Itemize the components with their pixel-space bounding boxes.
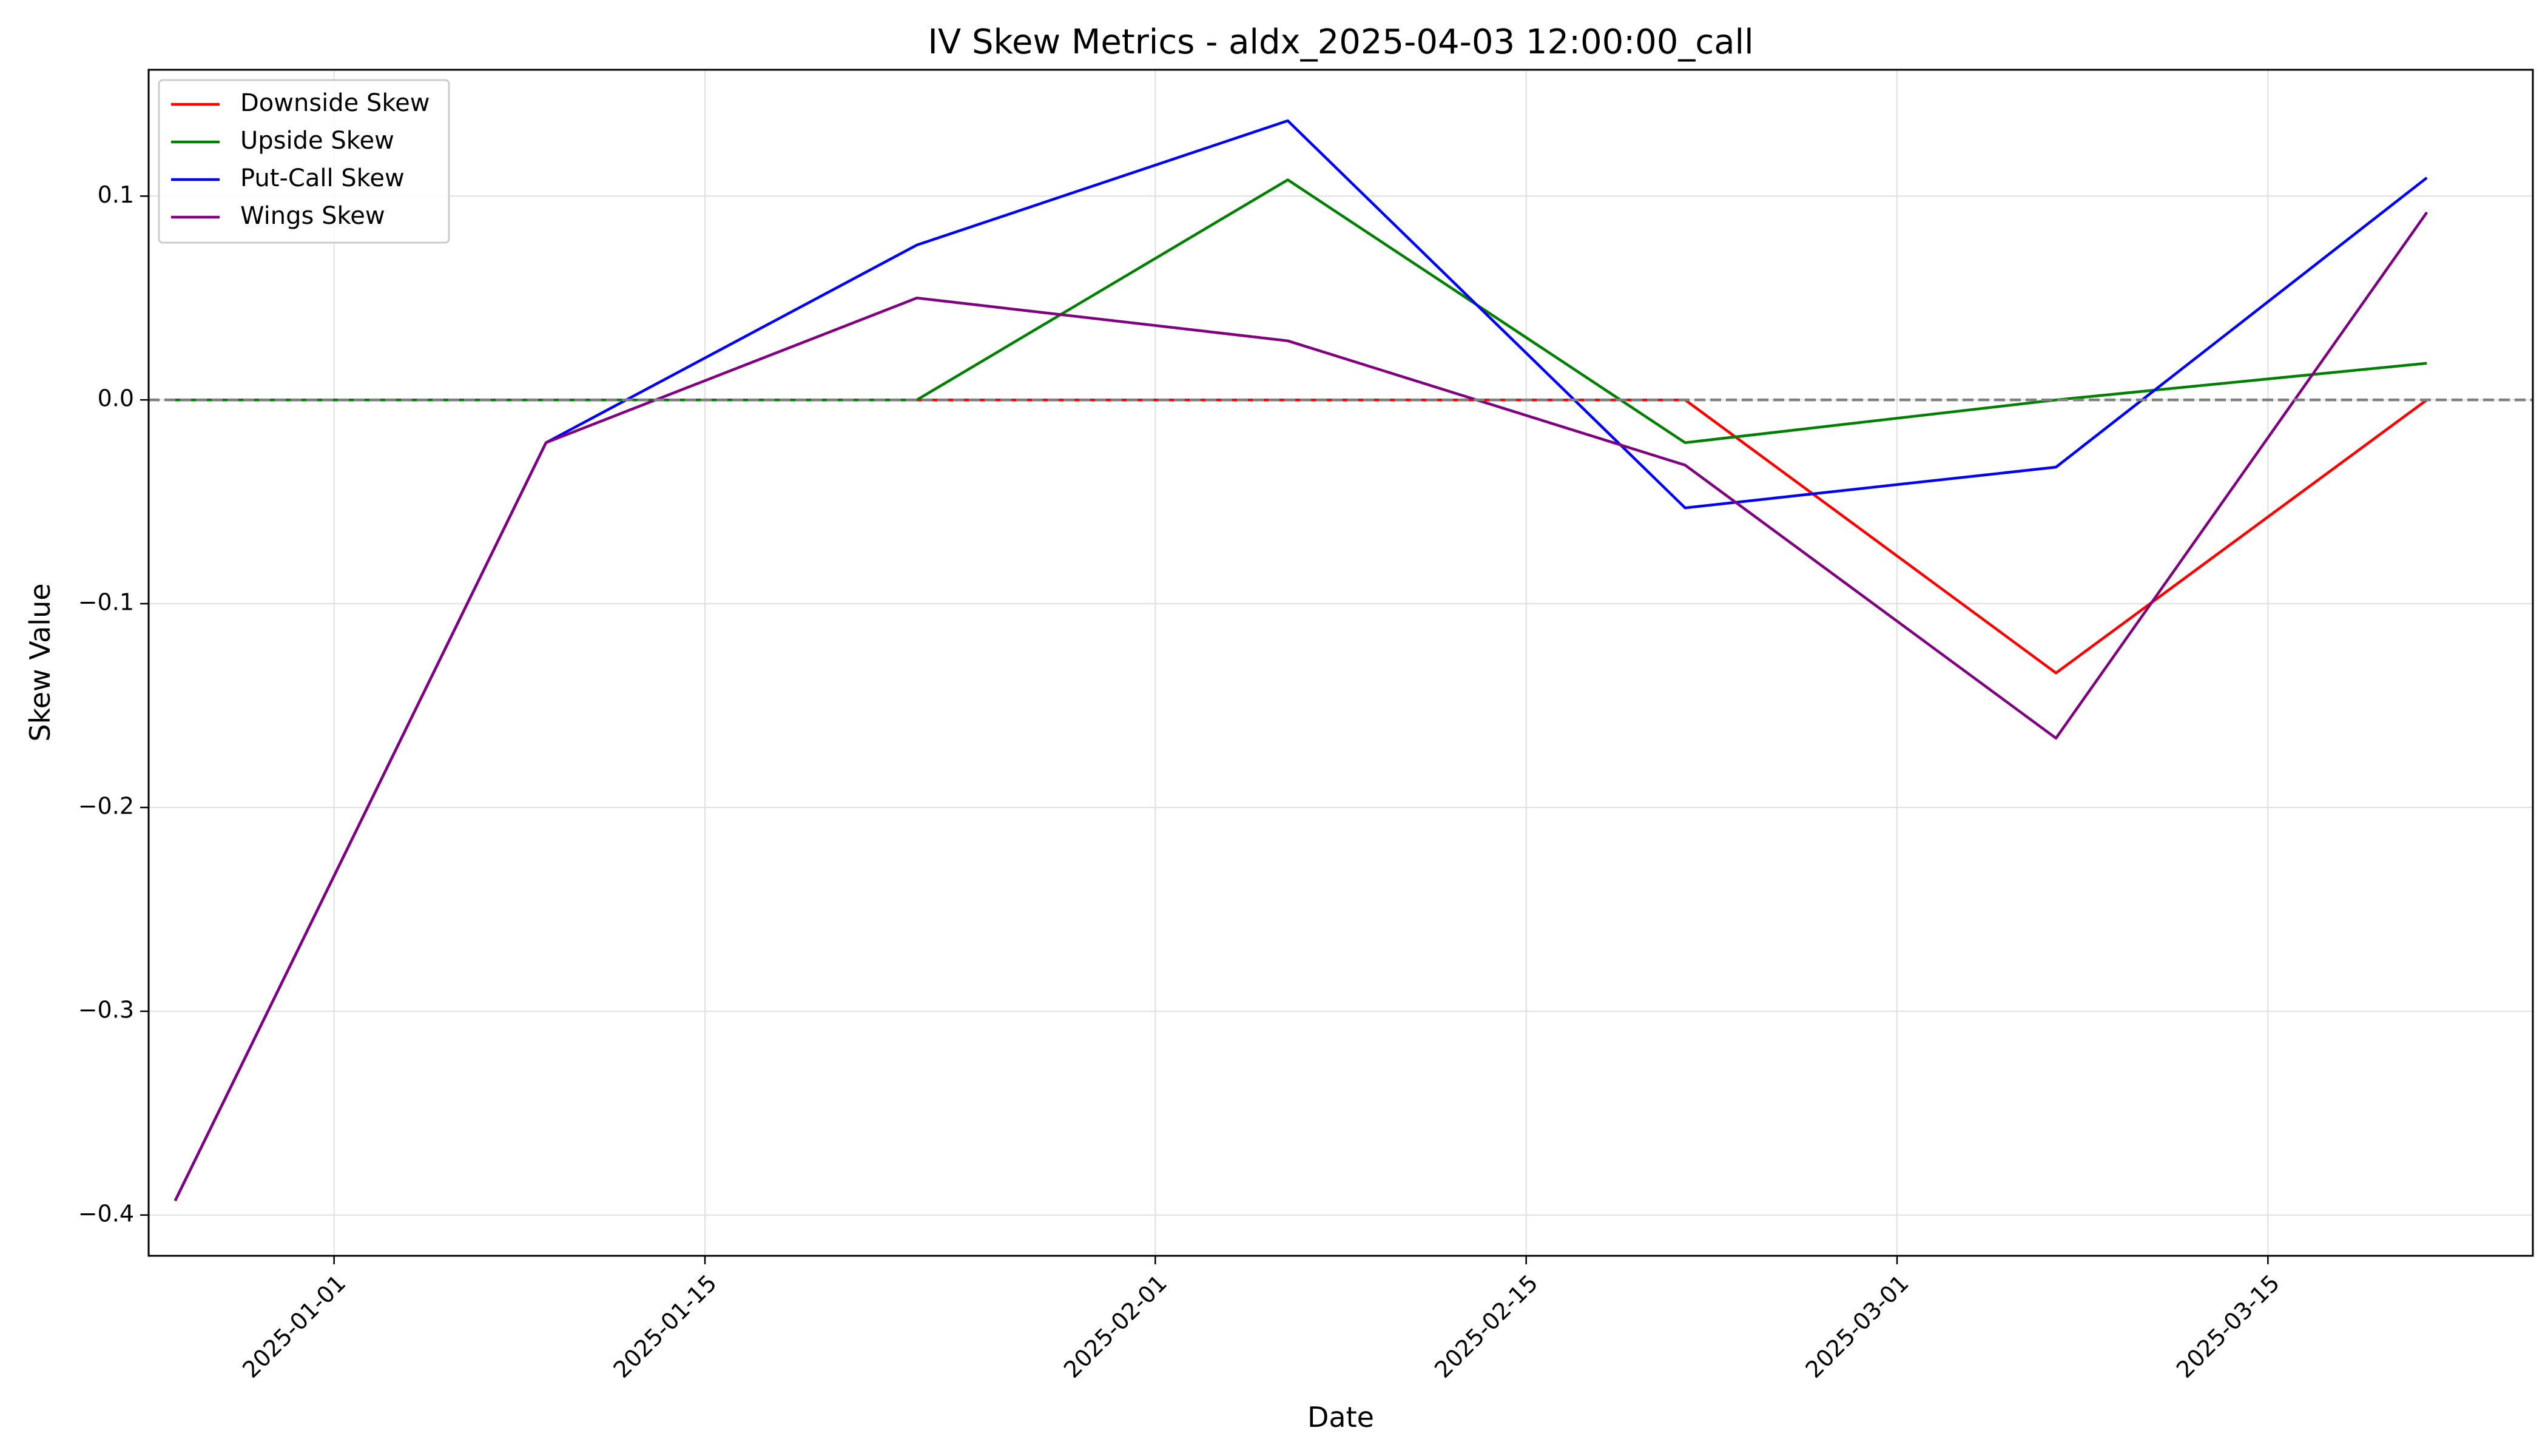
chart-title: IV Skew Metrics - aldx_2025-04-03 12:00:… bbox=[928, 22, 1753, 62]
y-tick-label: −0.4 bbox=[78, 1200, 134, 1227]
series-line-wings-skew bbox=[174, 211, 2428, 1202]
legend-box bbox=[158, 79, 450, 244]
legend-label: Put-Call Skew bbox=[240, 164, 405, 192]
y-axis-ticks: 0.1 0.0 −0.1 −0.2 −0.3 −0.4 bbox=[78, 181, 149, 1227]
legend-label: Upside Skew bbox=[240, 127, 394, 155]
y-tick-label: −0.1 bbox=[78, 589, 134, 616]
legend-label: Downside Skew bbox=[240, 89, 430, 117]
y-tick-label: −0.3 bbox=[78, 996, 134, 1023]
y-tick-label: 0.0 bbox=[98, 385, 134, 412]
legend-label: Wings Skew bbox=[240, 202, 385, 230]
y-tick-label: −0.2 bbox=[78, 792, 134, 819]
y-axis-label: Skew Value bbox=[24, 583, 56, 741]
x-axis-label: Date bbox=[1307, 1401, 1374, 1434]
plot-frame bbox=[147, 69, 2534, 1257]
y-tick-label: 0.1 bbox=[98, 181, 134, 208]
legend: Downside Skew Upside Skew Put-Call Skew Win… bbox=[158, 79, 450, 244]
